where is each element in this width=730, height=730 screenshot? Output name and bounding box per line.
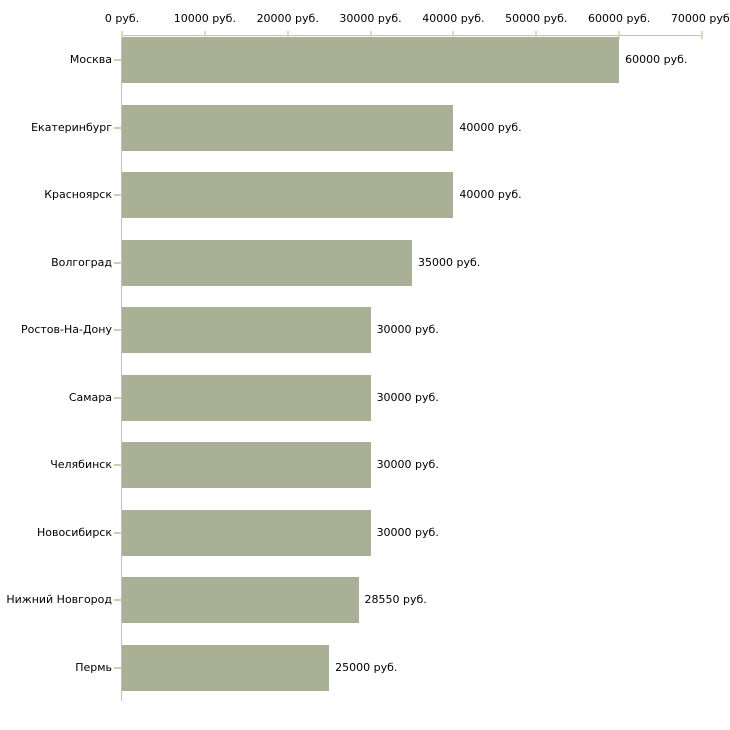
bar <box>122 577 359 624</box>
y-axis-tick-mark <box>114 194 121 197</box>
category-label: Красноярск <box>44 188 112 202</box>
x-axis-tick-label: 10000 руб. <box>173 12 236 25</box>
category-label: Волгоград <box>51 255 112 269</box>
x-axis-tick-label: 20000 руб. <box>256 12 319 25</box>
bar <box>122 172 454 219</box>
y-axis-tick-mark <box>114 126 121 129</box>
x-axis-tick-label: 40000 руб. <box>422 12 485 25</box>
bar <box>122 37 620 83</box>
x-axis-tick-mark <box>369 31 372 39</box>
y-axis-tick-mark <box>114 599 121 602</box>
y-axis-tick-mark <box>114 329 121 332</box>
bar <box>122 645 330 692</box>
value-label: 40000 руб. <box>459 188 522 202</box>
y-axis-line <box>121 35 122 701</box>
bar <box>122 307 371 354</box>
x-axis-tick-label: 70000 руб. <box>670 12 730 25</box>
value-label: 60000 руб. <box>625 53 688 66</box>
x-axis-tick-label: 0 руб. <box>104 12 140 25</box>
category-label: Самара <box>68 390 112 404</box>
y-axis-tick-mark <box>114 261 121 264</box>
y-axis-tick-mark <box>114 464 121 467</box>
value-label: 30000 руб. <box>376 390 439 404</box>
value-label: 30000 руб. <box>376 525 439 539</box>
x-axis-tick-label: 30000 руб. <box>339 12 402 25</box>
category-label: Челябинск <box>50 458 112 472</box>
x-axis-tick-mark <box>203 31 206 39</box>
y-axis-tick-mark <box>114 667 121 670</box>
value-label: 30000 руб. <box>376 323 439 337</box>
value-label: 30000 руб. <box>376 458 439 472</box>
value-label: 25000 руб. <box>335 661 398 675</box>
y-axis-tick-mark <box>114 59 121 61</box>
category-label: Нижний Новгород <box>6 593 112 607</box>
bar <box>122 104 454 151</box>
x-axis-tick-mark <box>535 31 538 39</box>
x-axis-line <box>121 35 703 36</box>
bar <box>122 374 371 421</box>
bar <box>122 442 371 489</box>
x-axis-tick-mark <box>701 31 703 39</box>
category-label: Екатеринбург <box>31 120 112 134</box>
value-label: 35000 руб. <box>418 255 481 269</box>
value-label: 40000 руб. <box>459 120 522 134</box>
x-axis-tick-mark <box>618 31 621 39</box>
value-label: 28550 руб. <box>364 593 427 607</box>
y-axis-tick-mark <box>114 531 121 534</box>
x-axis-tick-mark <box>452 31 455 39</box>
bar <box>122 239 412 286</box>
category-label: Новосибирск <box>36 525 112 539</box>
x-axis-tick-label: 60000 руб. <box>588 12 651 25</box>
y-axis-tick-mark <box>114 396 121 399</box>
category-label: Ростов-На-Дону <box>20 323 112 337</box>
x-axis-tick-mark <box>121 31 123 39</box>
category-label: Пермь <box>75 661 112 675</box>
x-axis-tick-mark <box>286 31 289 39</box>
bar <box>122 509 371 556</box>
category-label: Москва <box>69 53 112 66</box>
x-axis-tick-label: 50000 руб. <box>505 12 568 25</box>
